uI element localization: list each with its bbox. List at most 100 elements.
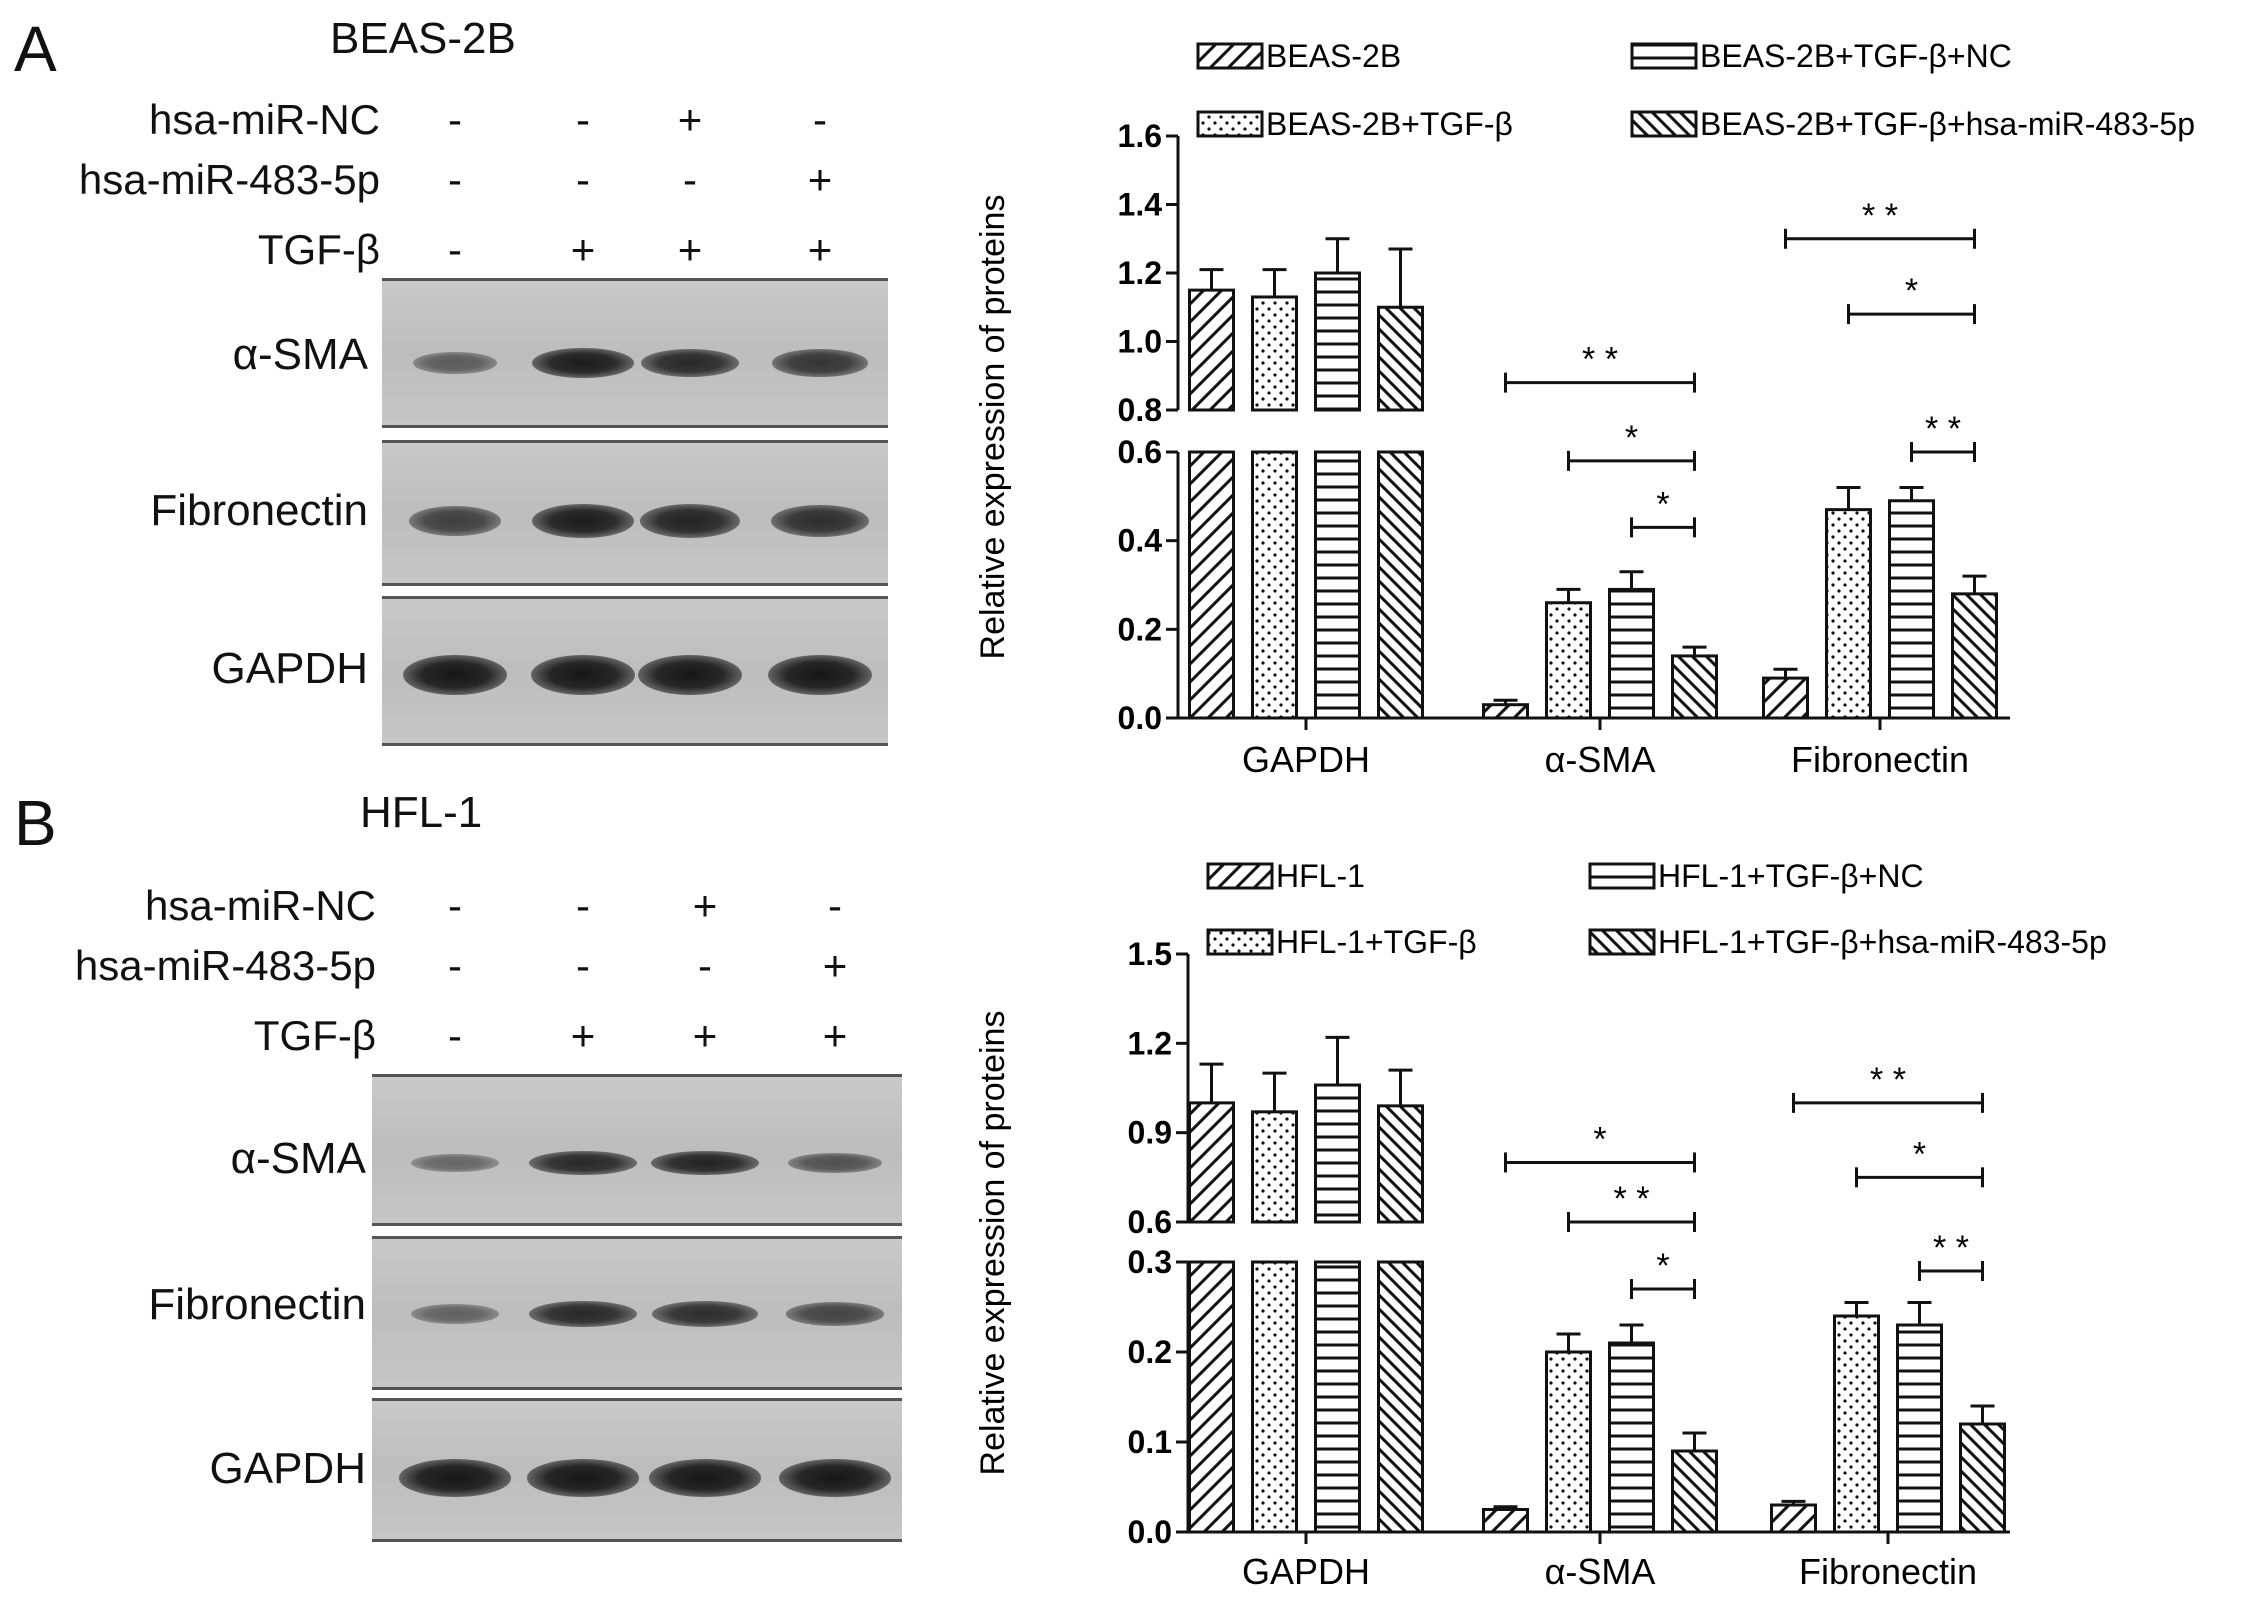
condition-sign: + xyxy=(822,1012,848,1059)
bar xyxy=(1608,1341,1655,1534)
significance-label: * * xyxy=(1862,197,1898,235)
blot-band xyxy=(785,1302,884,1326)
condition-sign: - xyxy=(576,882,590,929)
blot-label-a-1: Fibronectin xyxy=(150,486,368,535)
condition-sign: - xyxy=(448,1012,462,1059)
bar xyxy=(1762,676,1809,720)
bar xyxy=(1825,508,1872,720)
blot-band xyxy=(771,504,869,538)
y-tick-label: 1.2 xyxy=(1118,255,1162,291)
condition-label-a-2: TGF-β xyxy=(257,226,380,273)
significance-label: * xyxy=(1905,272,1918,310)
significance-label: * * xyxy=(1933,1229,1969,1267)
legend-label: BEAS-2B+TGF-β xyxy=(1266,106,1513,142)
y-tick-label: 0.2 xyxy=(1118,611,1162,647)
significance-label: * xyxy=(1656,485,1669,523)
condition-sign: + xyxy=(692,1012,718,1059)
significance-label: * xyxy=(1625,419,1638,457)
panel-letter-b: B xyxy=(14,787,57,859)
condition-sign: + xyxy=(677,96,703,143)
y-tick-label: 1.4 xyxy=(1118,187,1163,223)
condition-label-a-1: hsa-miR-483-5p xyxy=(78,156,380,203)
category-label: α-SMA xyxy=(1545,1551,1656,1592)
blot-band xyxy=(531,503,635,539)
chart-beas-2b: 0.0 0.2 0.4 0.6 0.8 1.0 1.2 1.4 1.6 Relative expr… xyxy=(974,38,2195,780)
blot-band xyxy=(531,348,635,378)
significance-label: * xyxy=(1593,1120,1606,1158)
legend-label: HFL-1+TGF-β xyxy=(1276,924,1477,960)
blot-band xyxy=(650,1150,760,1176)
y-tick-label: 0.9 xyxy=(1128,1115,1172,1151)
condition-sign: - xyxy=(448,226,462,273)
blot-label-a-0: α-SMA xyxy=(232,330,368,379)
condition-sign: - xyxy=(828,882,842,929)
legend-swatch xyxy=(1630,110,1698,138)
condition-sign: + xyxy=(570,226,596,273)
bar xyxy=(1377,1104,1424,1224)
bar xyxy=(1188,1260,1235,1534)
blot-band xyxy=(529,1150,637,1176)
blot-band xyxy=(640,348,740,378)
condition-sign: - xyxy=(448,156,462,203)
y-tick-label: 0.4 xyxy=(1118,523,1163,559)
bar xyxy=(1608,587,1655,720)
bar xyxy=(1188,288,1235,412)
chart-hfl-1: 0.0 0.1 0.2 0.3 0.6 0.9 1.2 1.5 Relative express… xyxy=(974,858,2107,1592)
y-tick-label: 0.8 xyxy=(1118,392,1162,428)
bar xyxy=(1251,295,1298,412)
legend-label: HFL-1+TGF-β+NC xyxy=(1658,858,1924,894)
condition-sign: - xyxy=(683,156,697,203)
condition-sign: + xyxy=(807,156,833,203)
y-tick-label: 1.0 xyxy=(1118,324,1162,360)
bar xyxy=(1377,450,1424,720)
blot-band xyxy=(768,655,872,695)
category-label: GAPDH xyxy=(1242,739,1370,780)
condition-label-b-2: TGF-β xyxy=(253,1012,376,1059)
blot-label-b-1: Fibronectin xyxy=(148,1280,366,1329)
y-tick-label: 0.0 xyxy=(1128,1514,1172,1550)
legend-label: HFL-1 xyxy=(1276,858,1365,894)
blot-band xyxy=(772,349,868,377)
category-label: Fibronectin xyxy=(1791,739,1969,780)
significance-label: * * xyxy=(1582,341,1618,379)
panel-letter-a: A xyxy=(14,13,57,85)
y-tick-label: 0.6 xyxy=(1128,1204,1172,1240)
legend-label: BEAS-2B+TGF-β+hsa-miR-483-5p xyxy=(1700,106,2195,142)
bar xyxy=(1251,1260,1298,1534)
blot-band xyxy=(411,1153,499,1173)
blot-band xyxy=(638,655,742,695)
legend-swatch xyxy=(1588,928,1656,956)
condition-sign: - xyxy=(576,942,590,989)
y-tick-label: 0.6 xyxy=(1118,434,1162,470)
legend-swatch xyxy=(1206,928,1274,956)
bar xyxy=(1896,1323,1943,1534)
bar xyxy=(1314,1083,1361,1224)
bar xyxy=(1671,1449,1718,1534)
bar xyxy=(1314,1260,1361,1534)
condition-sign: + xyxy=(570,1012,596,1059)
blot-band xyxy=(526,1459,640,1497)
bar xyxy=(1377,305,1424,412)
bar xyxy=(1545,601,1592,720)
condition-label-b-0: hsa-miR-NC xyxy=(145,882,376,929)
bar xyxy=(1770,1503,1817,1534)
legend-swatch xyxy=(1630,42,1698,70)
bar xyxy=(1671,654,1718,720)
bar xyxy=(1188,450,1235,720)
bar xyxy=(1188,1101,1235,1224)
condition-label-a-0: hsa-miR-NC xyxy=(149,96,380,143)
blot-label-b-2: GAPDH xyxy=(209,1444,366,1493)
condition-sign: + xyxy=(692,882,718,929)
blot-band xyxy=(778,1459,892,1497)
blot-band xyxy=(531,655,635,695)
bar xyxy=(1482,1508,1529,1534)
y-tick-label: 0.3 xyxy=(1128,1244,1172,1280)
legend-label: BEAS-2B+TGF-β+NC xyxy=(1700,38,2012,74)
blot-label-b-0: α-SMA xyxy=(230,1134,366,1183)
y-axis-label: Relative expression of proteins xyxy=(974,1011,1012,1476)
condition-sign: - xyxy=(813,96,827,143)
blot-band xyxy=(639,504,741,538)
legend-swatch xyxy=(1196,42,1264,70)
bar xyxy=(1951,592,1998,720)
